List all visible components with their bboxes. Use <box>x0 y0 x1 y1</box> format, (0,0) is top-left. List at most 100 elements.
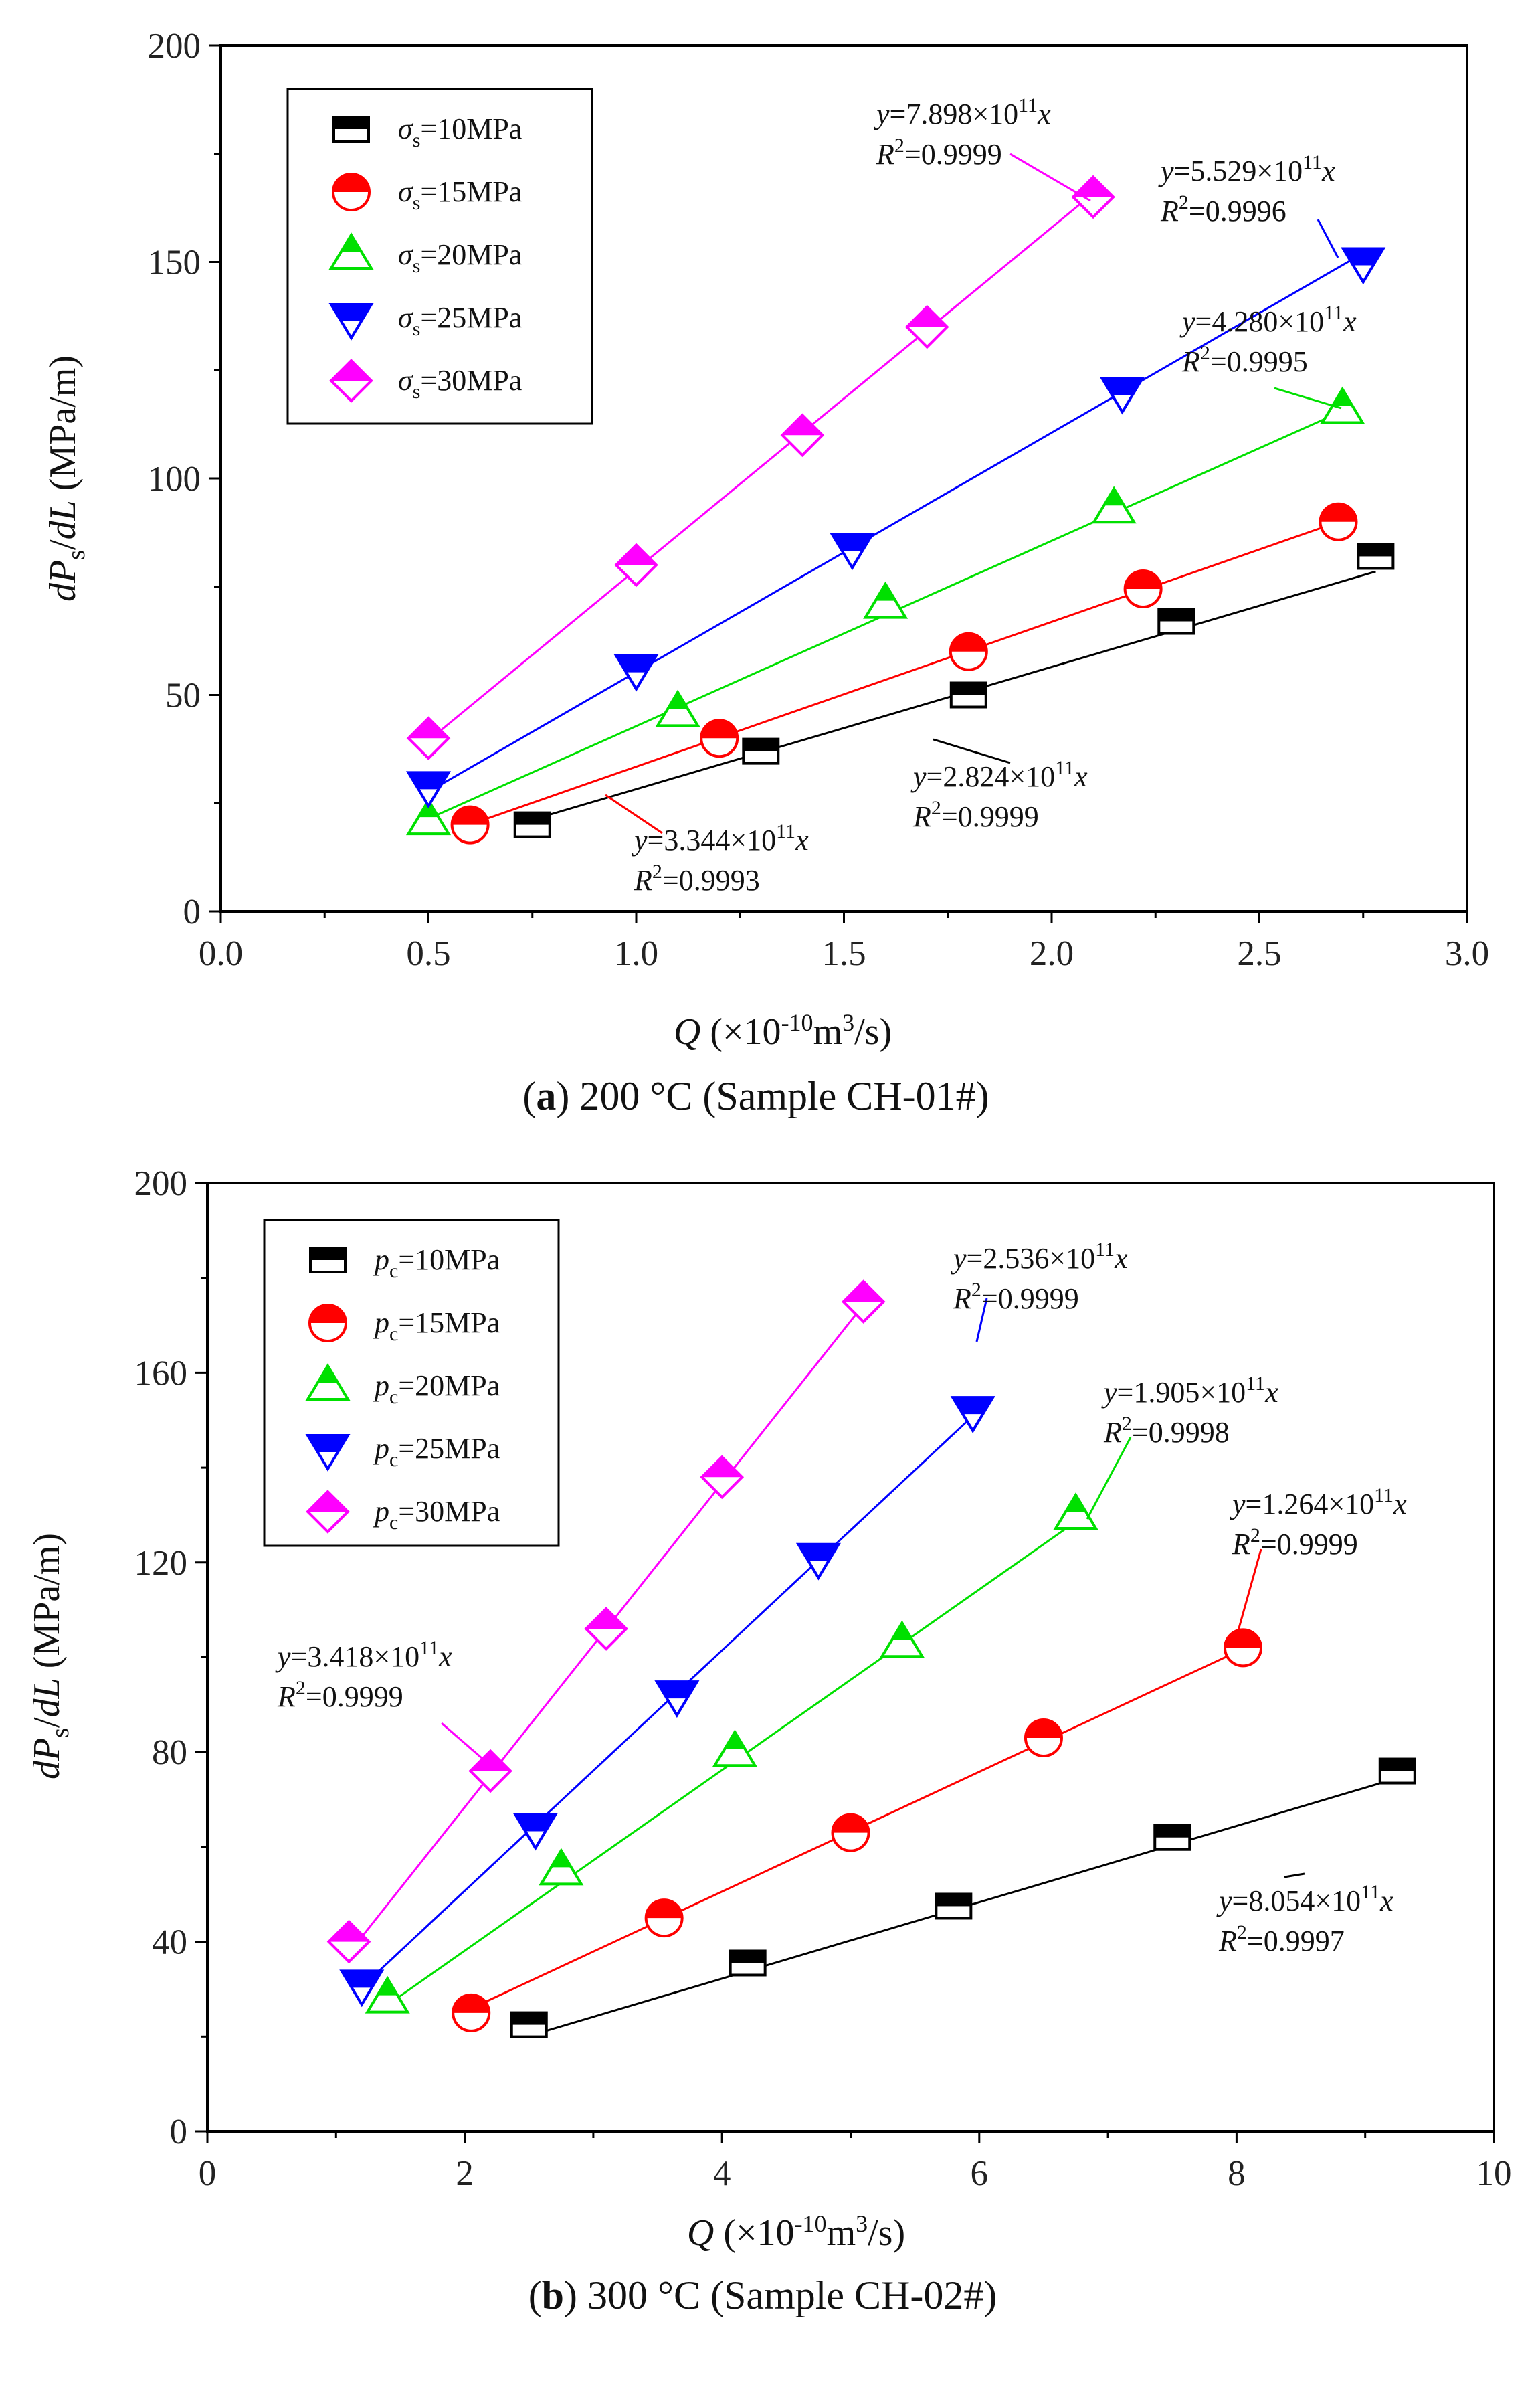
data-point <box>655 689 700 727</box>
equation-label: y=8.054×1011x <box>1216 1881 1393 1917</box>
legend-label: σs=20MPa <box>398 238 522 277</box>
data-point <box>780 413 825 458</box>
annotation-leader <box>441 1722 492 1768</box>
annotation-leader <box>1009 153 1091 202</box>
y-tick-label: 0 <box>183 893 201 932</box>
equation-label: y=4.280×1011x <box>1179 302 1357 338</box>
data-point <box>935 1892 973 1920</box>
data-point <box>712 1729 757 1767</box>
data-point <box>1224 1628 1263 1668</box>
data-point <box>614 543 658 588</box>
data-point <box>904 304 949 349</box>
annotation-leader <box>1236 1548 1262 1633</box>
data-point <box>830 533 875 571</box>
data-point <box>700 719 739 758</box>
x-tick-label: 0 <box>199 2154 217 2193</box>
data-point <box>949 681 987 709</box>
equation-label: y=1.264×1011x <box>1230 1484 1407 1520</box>
legend-marker <box>305 1434 351 1472</box>
data-point <box>1091 486 1137 524</box>
data-point <box>879 1620 925 1658</box>
r-squared-label: R2=0.9998 <box>1103 1413 1230 1449</box>
annotation-leader <box>1317 219 1339 258</box>
x-tick-label: 10 <box>1476 2154 1512 2193</box>
data-point <box>1153 1824 1191 1851</box>
x-tick-label: 1.5 <box>822 934 866 973</box>
y-tick-label: 200 <box>148 27 201 66</box>
chart-b: 0 2 4 6 8 10 0 40 80 120 160 200 Q (×10-10m3/s) dPs/d… <box>26 1164 1512 2317</box>
data-point <box>1320 386 1365 424</box>
r-squared-label: R2=0.9997 <box>1218 1921 1345 1957</box>
y-tick-label: 160 <box>134 1354 188 1393</box>
legend-label: pc=15MPa <box>373 1306 500 1345</box>
data-point <box>613 654 659 692</box>
legend: σs=10MPa σs=15MPa σs=20MPa σs=25MPa σs=30MPa <box>286 88 593 425</box>
data-point <box>405 798 452 836</box>
data-point <box>700 1455 745 1500</box>
legend-marker <box>306 1490 350 1534</box>
annotation-leader <box>933 738 1011 764</box>
y-tick-label: 150 <box>148 244 201 282</box>
annotation-leader <box>975 1298 988 1342</box>
y-tick-label: 200 <box>134 1164 188 1203</box>
x-tick-label: 8 <box>1228 2154 1246 2193</box>
r-squared-label: R2=0.9995 <box>1181 342 1308 378</box>
r-squared-label: R2=0.9999 <box>277 1677 403 1713</box>
data-point <box>1319 502 1358 541</box>
legend-label: pc=10MPa <box>373 1243 500 1282</box>
equation-label: y=3.418×1011x <box>275 1637 452 1673</box>
r-squared-label: R2=0.9996 <box>1160 191 1286 228</box>
figure-caption: (b) 300 °C (Sample CH-02#) <box>528 2273 997 2317</box>
chart-a: 0.0 0.5 1.0 1.5 2.0 2.5 3.0 0 50 100 150 200 Q (×10-… <box>42 27 1489 1118</box>
annotation-leader <box>1274 387 1342 410</box>
y-axis-label: dPs/dL (MPa/m) <box>42 355 90 602</box>
annotation-leader <box>1284 1872 1305 1878</box>
r-squared-label: R2=0.9999 <box>876 135 1002 171</box>
x-tick-label: 0.0 <box>199 934 243 973</box>
data-point <box>1053 1492 1098 1530</box>
r-squared-label: R2=0.9993 <box>634 861 760 897</box>
data-point <box>468 1749 512 1793</box>
data-point <box>949 632 988 671</box>
legend-label: σs=10MPa <box>398 112 522 151</box>
data-point <box>1071 175 1115 219</box>
r-squared-label: R2=0.9999 <box>912 797 1039 833</box>
y-tick-label: 120 <box>134 1544 188 1583</box>
data-point <box>584 1607 628 1651</box>
y-tick-label: 100 <box>148 460 201 499</box>
x-tick-label: 2.0 <box>1030 934 1074 973</box>
legend-label: σs=25MPa <box>398 301 522 340</box>
data-point <box>365 1975 410 2014</box>
equation-label: y=5.529×1011x <box>1158 151 1335 187</box>
annotation-leader <box>1086 1437 1132 1520</box>
annotation-leader <box>605 794 663 834</box>
legend-marker <box>328 232 374 270</box>
legend-label: σs=15MPa <box>398 175 522 214</box>
r-squared-label: R2=0.9999 <box>953 1279 1079 1315</box>
legend-label: pc=30MPa <box>373 1495 500 1534</box>
y-tick-label: 40 <box>152 1923 187 1962</box>
legend: pc=10MPa pc=15MPa pc=20MPa pc=25MPa pc=30MPa <box>263 1219 560 1547</box>
r-squared-label: R2=0.9999 <box>1232 1524 1358 1561</box>
y-tick-label: 50 <box>165 677 201 715</box>
data-point <box>863 581 908 619</box>
data-point <box>841 1279 886 1324</box>
figure-caption: (a) 200 °C (Sample CH-01#) <box>522 1074 989 1118</box>
data-point <box>452 1993 491 2032</box>
x-tick-label: 2 <box>456 2154 474 2193</box>
data-point <box>1123 569 1163 608</box>
legend-marker <box>308 1304 347 1342</box>
equation-label: y=2.824×1011x <box>910 757 1088 793</box>
legend-marker <box>305 1363 351 1401</box>
data-point <box>1024 1718 1063 1757</box>
data-point <box>644 1898 684 1938</box>
x-tick-label: 0.5 <box>406 934 450 973</box>
data-point <box>513 811 551 838</box>
data-point <box>1341 247 1386 285</box>
legend-box <box>263 1219 560 1547</box>
legend-label: pc=20MPa <box>373 1369 500 1408</box>
equation-label: y=7.898×1011x <box>874 94 1051 130</box>
legend-marker <box>328 303 374 341</box>
x-tick-label: 2.5 <box>1237 934 1281 973</box>
x-tick-label: 6 <box>971 2154 989 2193</box>
